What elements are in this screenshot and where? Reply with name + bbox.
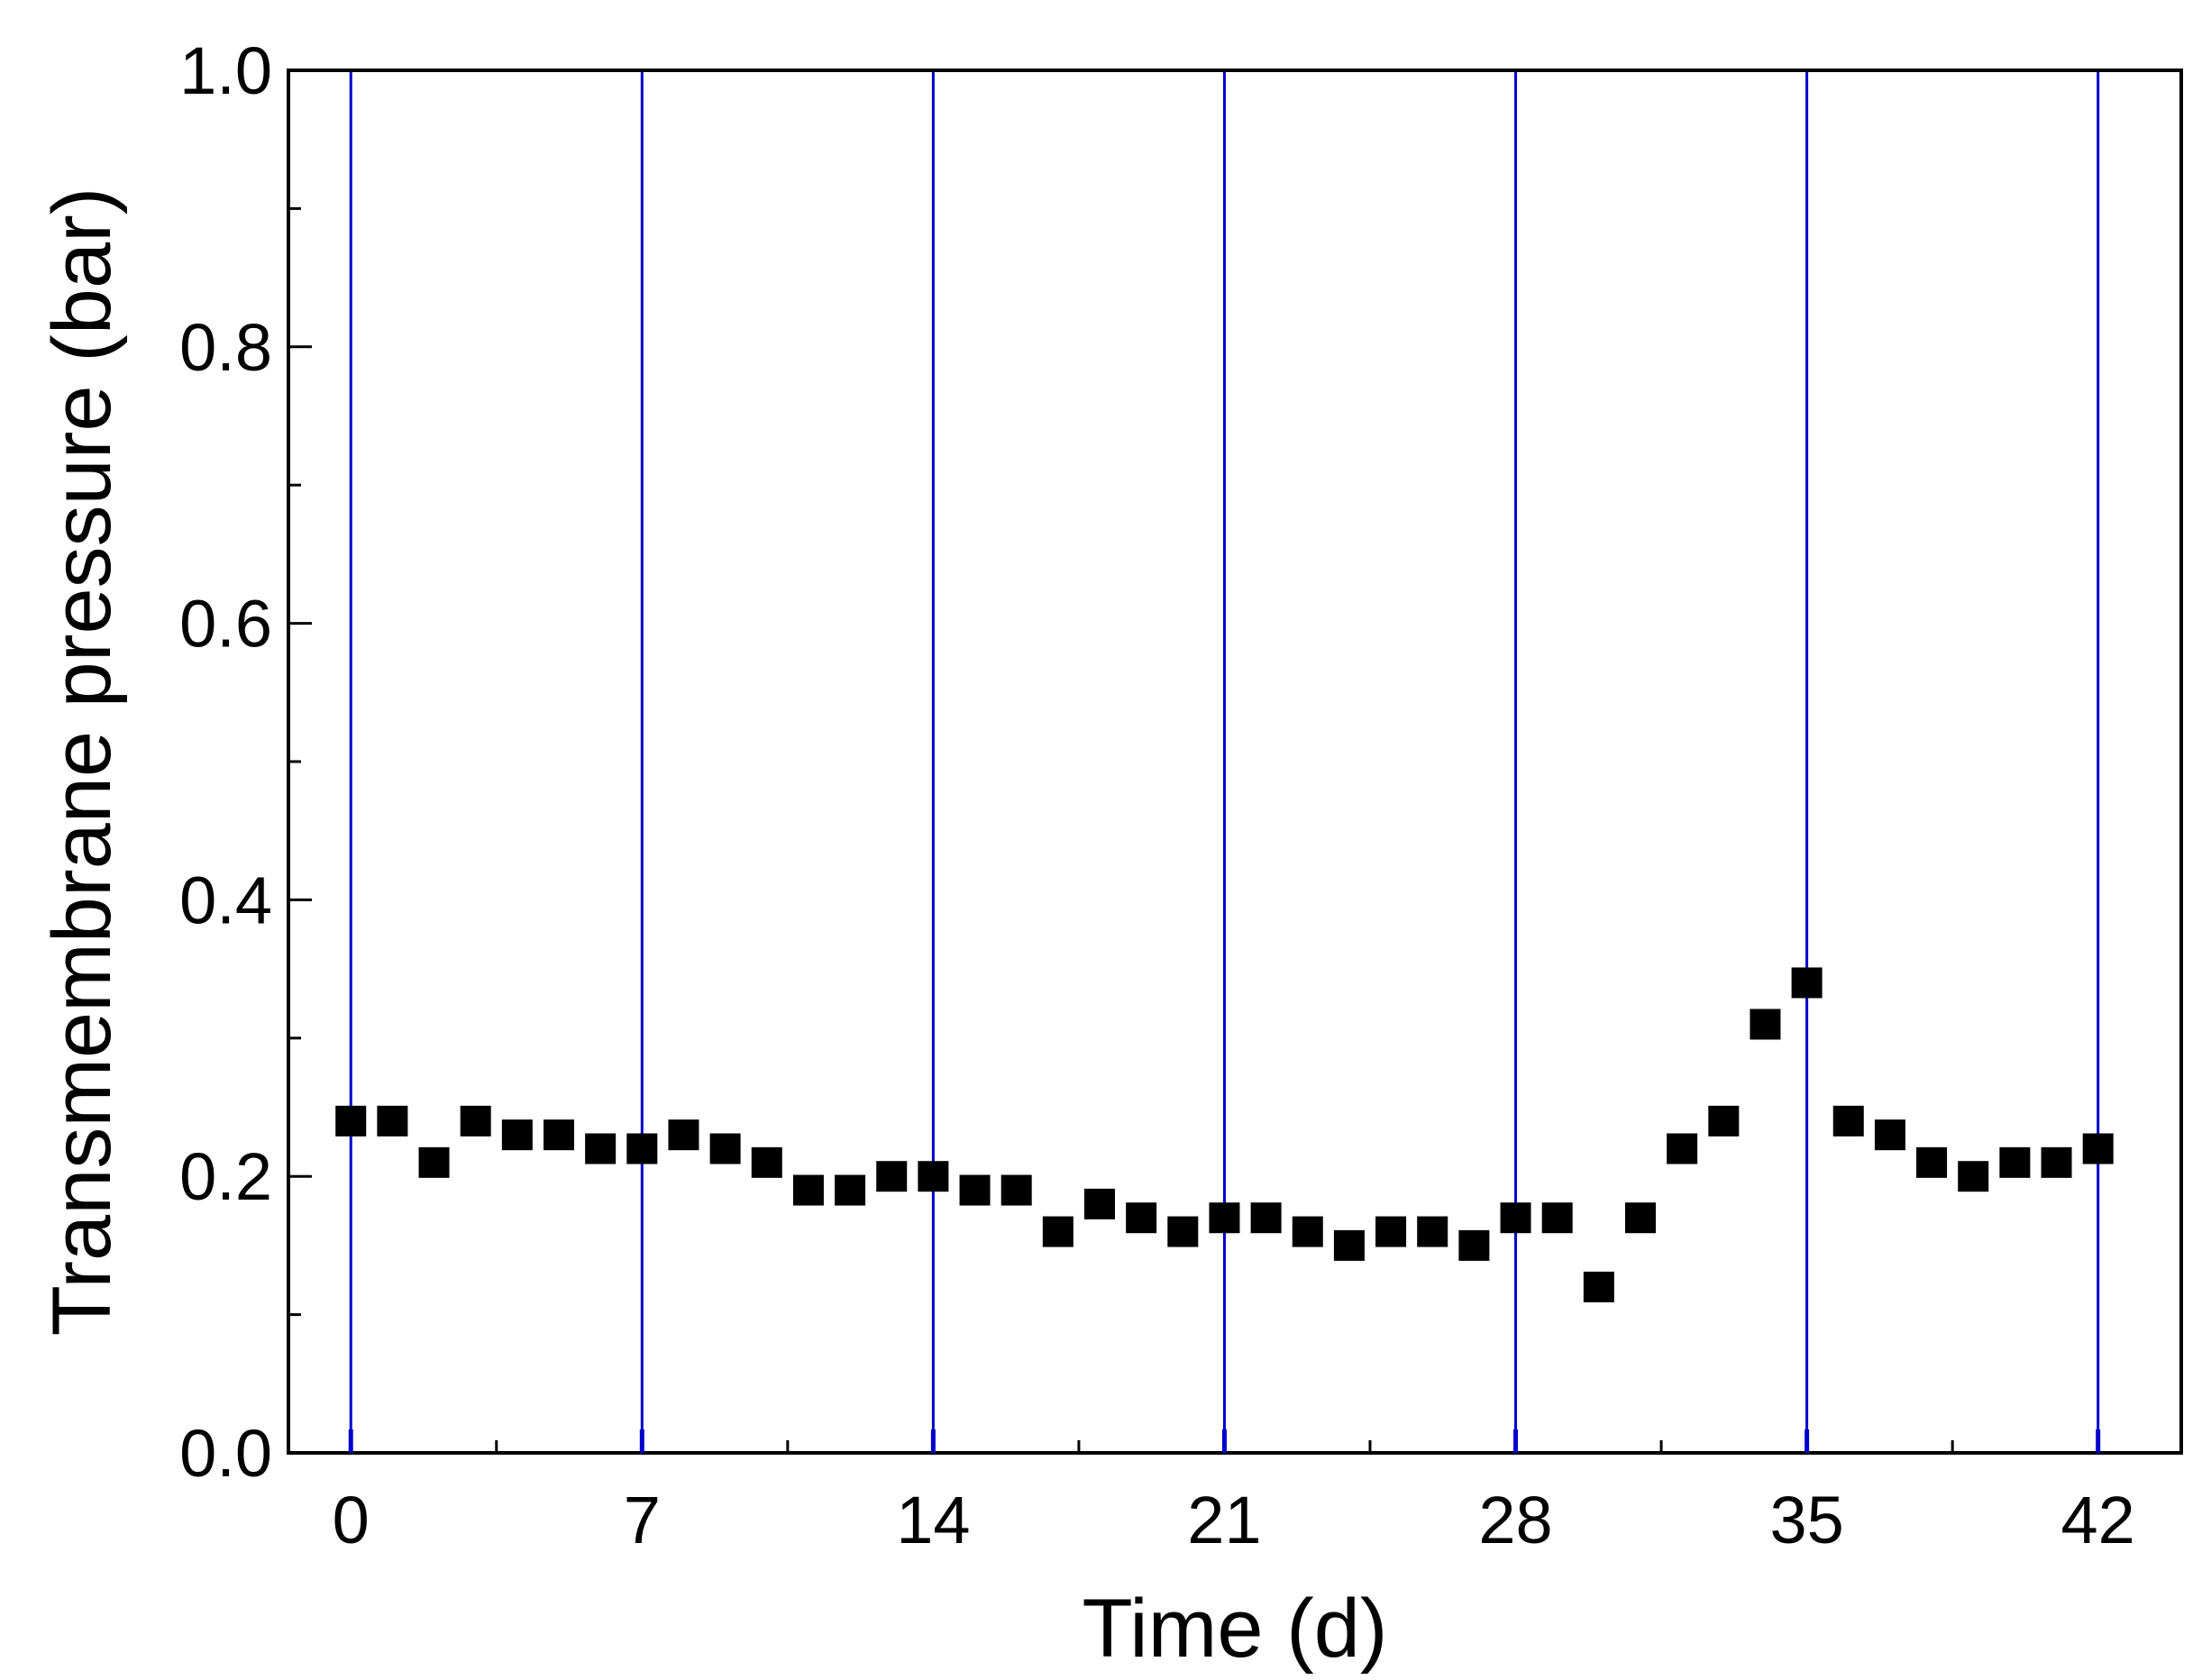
data-point <box>1292 1216 1323 1247</box>
data-point <box>626 1133 658 1164</box>
data-points <box>335 967 2114 1302</box>
y-axis-ticks: 0.0 0.2 0.4 0.6 0.8 1.0 <box>179 33 312 1491</box>
data-point <box>1583 1271 1614 1302</box>
x-tick-label: 7 <box>624 1483 661 1557</box>
data-point <box>1000 1174 1032 1206</box>
data-point <box>1042 1216 1074 1247</box>
data-point <box>418 1146 450 1178</box>
data-point <box>876 1161 908 1192</box>
data-point <box>1084 1188 1115 1219</box>
x-tick-label: 0 <box>333 1483 370 1557</box>
data-point <box>1832 1105 1864 1137</box>
x-axis-ticks: 0 7 14 21 28 35 42 <box>333 1429 2135 1557</box>
plot-frame <box>287 68 2183 1455</box>
data-point <box>835 1174 866 1206</box>
data-point <box>1167 1216 1199 1247</box>
y-tick-label: 0.2 <box>179 1139 272 1214</box>
data-point <box>1500 1202 1531 1234</box>
data-point <box>1958 1161 1989 1192</box>
data-point <box>709 1133 741 1164</box>
x-tick-label: 14 <box>896 1483 970 1557</box>
data-point <box>1126 1202 1157 1234</box>
data-point <box>1333 1229 1365 1261</box>
data-point <box>1375 1216 1407 1247</box>
y-axis-title: Transmembrane pressure (bar) <box>36 187 128 1337</box>
data-point <box>1541 1202 1573 1234</box>
data-point <box>1667 1133 1698 1164</box>
data-point <box>1874 1119 1905 1151</box>
x-tick-label: 35 <box>1769 1483 1843 1557</box>
data-point <box>1250 1202 1282 1234</box>
y-tick-label: 0.6 <box>179 587 272 662</box>
x-axis-title: Time (d) <box>1082 1583 1387 1675</box>
data-point <box>1708 1105 1740 1137</box>
x-tick-label: 28 <box>1478 1483 1552 1557</box>
data-point <box>1625 1202 1656 1234</box>
data-point <box>1209 1202 1240 1234</box>
data-point <box>2041 1146 2072 1178</box>
y-tick-label: 1.0 <box>179 33 272 108</box>
data-point <box>1417 1216 1448 1247</box>
data-point <box>792 1174 824 1206</box>
data-point <box>918 1161 949 1192</box>
data-point <box>1750 1009 1781 1040</box>
data-point <box>585 1133 617 1164</box>
data-point <box>544 1119 574 1151</box>
y-tick-label: 0.0 <box>179 1416 272 1491</box>
y-tick-label: 0.4 <box>179 863 272 937</box>
data-point <box>501 1119 533 1151</box>
data-point <box>377 1105 408 1137</box>
data-point <box>460 1105 491 1137</box>
data-point <box>1916 1146 1948 1178</box>
data-point <box>751 1146 782 1178</box>
vertical-reference-lines <box>349 70 2100 1453</box>
data-point <box>959 1174 991 1206</box>
x-tick-label: 21 <box>1187 1483 1261 1557</box>
data-point <box>2082 1133 2114 1164</box>
x-tick-label: 42 <box>2061 1483 2135 1557</box>
data-point <box>335 1105 367 1137</box>
data-point <box>668 1119 699 1151</box>
data-point <box>1999 1146 2031 1178</box>
data-point <box>1458 1229 1490 1261</box>
y-tick-label: 0.8 <box>179 310 272 385</box>
data-point <box>1791 967 1823 999</box>
